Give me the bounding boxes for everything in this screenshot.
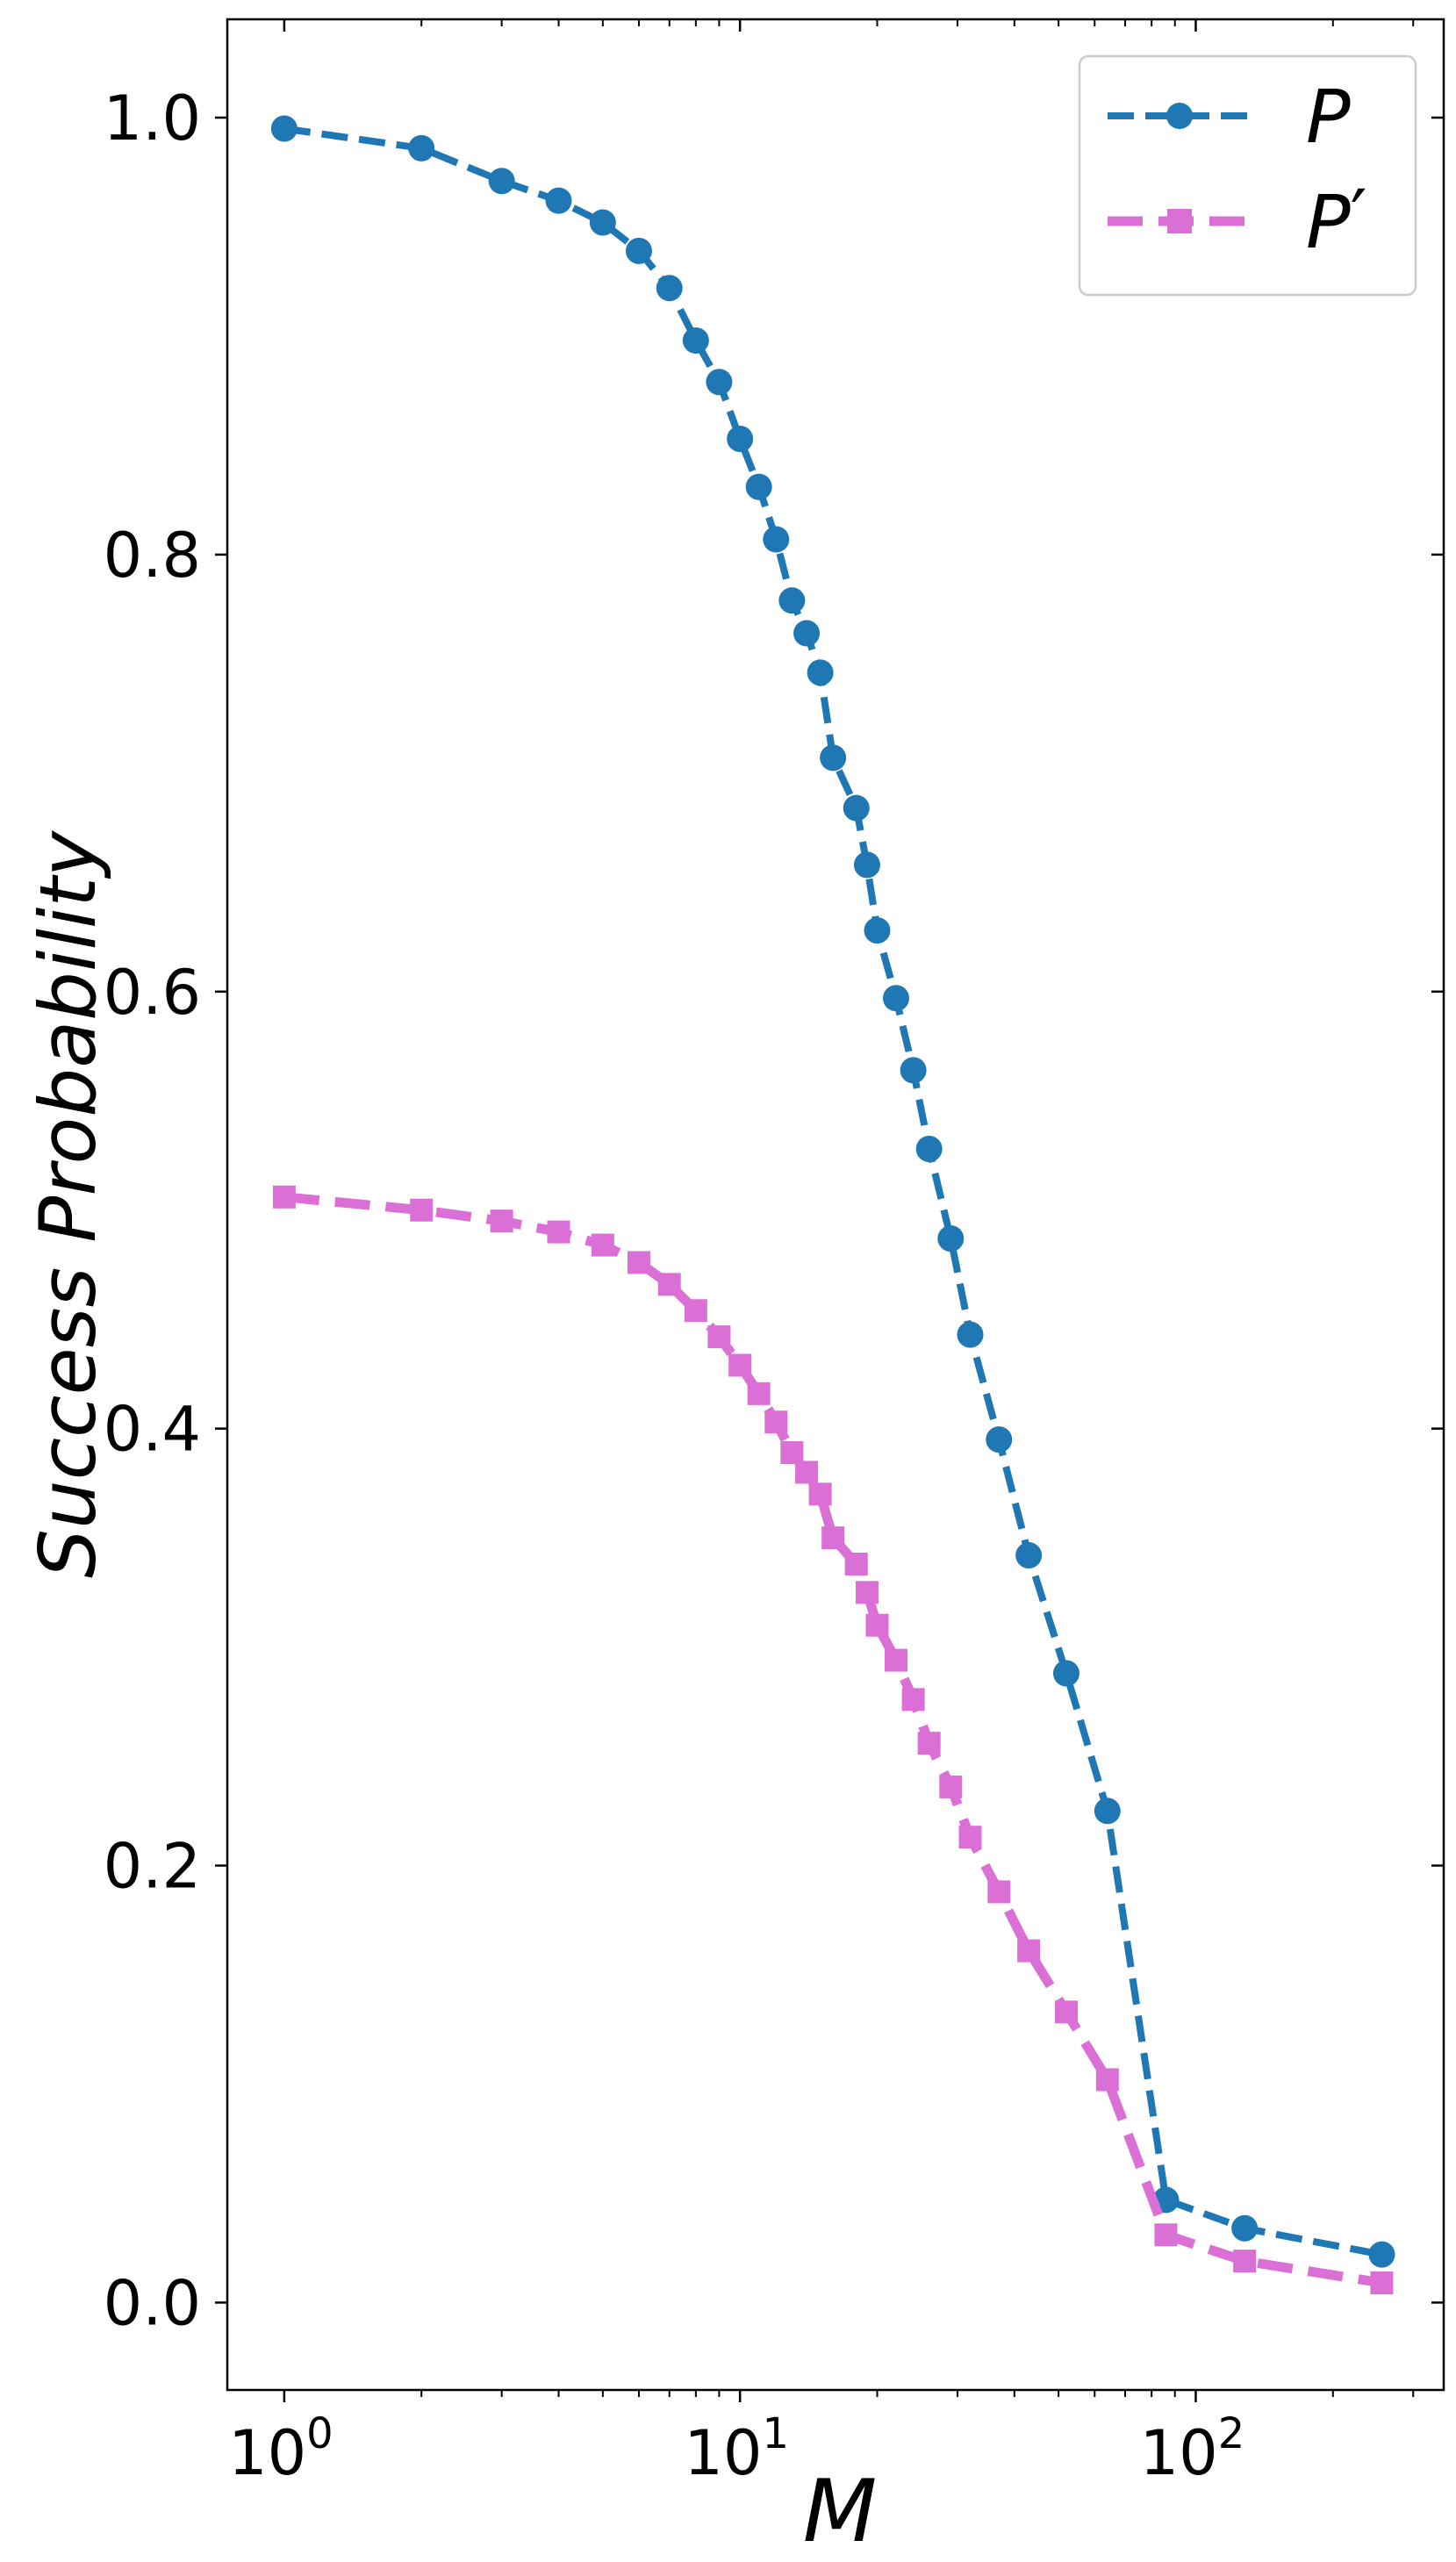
x-tick-label: 100 bbox=[228, 2409, 334, 2489]
data-point bbox=[884, 1648, 907, 1672]
data-point bbox=[625, 237, 652, 264]
plot-frame bbox=[226, 18, 1445, 2392]
data-point bbox=[1017, 1939, 1041, 1963]
data-point bbox=[1154, 2223, 1178, 2247]
y-tick-label: 1.0 bbox=[104, 83, 201, 154]
data-point bbox=[882, 985, 909, 1012]
data-point bbox=[589, 209, 616, 236]
data-point bbox=[958, 1826, 982, 1849]
data-point bbox=[1094, 1798, 1121, 1825]
data-point bbox=[656, 275, 683, 302]
data-point bbox=[1015, 1542, 1043, 1569]
data-point bbox=[853, 851, 880, 879]
data-point bbox=[793, 620, 821, 647]
legend-marker bbox=[1166, 103, 1193, 129]
data-point bbox=[917, 1732, 941, 1755]
y-tick-label: 0.4 bbox=[104, 1394, 201, 1466]
data-point bbox=[1054, 2000, 1078, 2024]
legend-entry: P bbox=[1108, 74, 1351, 160]
data-point bbox=[728, 1353, 752, 1377]
data-point bbox=[808, 1482, 832, 1506]
data-point bbox=[591, 1233, 614, 1257]
data-point bbox=[821, 1526, 845, 1550]
data-point bbox=[987, 1880, 1011, 1904]
legend: P P′ bbox=[1078, 54, 1417, 297]
data-point bbox=[901, 1688, 925, 1712]
data-point bbox=[778, 587, 806, 614]
data-point bbox=[864, 917, 891, 944]
data-point bbox=[747, 1381, 771, 1405]
legend-entry: P′ bbox=[1108, 174, 1367, 265]
data-point bbox=[763, 526, 790, 553]
legend-label: P bbox=[1306, 74, 1351, 160]
x-tick-base: 10 bbox=[228, 2417, 306, 2489]
data-point bbox=[272, 1185, 296, 1209]
data-point bbox=[1052, 1660, 1079, 1687]
y-axis-label: Success Probability bbox=[23, 829, 113, 1578]
x-tick-label: 101 bbox=[684, 2409, 789, 2489]
data-point bbox=[855, 1581, 879, 1604]
x-tick-exponent: 0 bbox=[306, 2409, 334, 2458]
data-point bbox=[807, 659, 834, 686]
y-tick-label: 0.8 bbox=[104, 520, 201, 592]
data-point bbox=[657, 1273, 681, 1296]
data-point bbox=[682, 327, 709, 354]
data-point bbox=[270, 115, 298, 142]
data-point bbox=[1368, 2241, 1395, 2268]
data-point bbox=[915, 1136, 943, 1163]
data-point bbox=[408, 134, 435, 161]
x-tick-base: 10 bbox=[684, 2417, 762, 2489]
y-tick-label: 0.6 bbox=[104, 957, 201, 1029]
data-point bbox=[957, 1321, 984, 1348]
data-point bbox=[488, 168, 515, 195]
data-point bbox=[820, 744, 847, 771]
x-axis-label: M bbox=[803, 2462, 878, 2562]
x-tick-base: 10 bbox=[1140, 2417, 1218, 2489]
data-point bbox=[627, 1251, 650, 1274]
data-point bbox=[410, 1198, 434, 1222]
series-p bbox=[270, 115, 1395, 2268]
legend-marker bbox=[1167, 209, 1192, 233]
data-point bbox=[547, 1220, 570, 1244]
data-point bbox=[1370, 2271, 1394, 2295]
data-point bbox=[706, 369, 733, 396]
legend-label: P′ bbox=[1306, 174, 1367, 265]
data-point bbox=[900, 1057, 927, 1084]
data-point bbox=[1233, 2250, 1257, 2273]
x-tick-label: 102 bbox=[1140, 2409, 1245, 2489]
data-point bbox=[490, 1209, 513, 1233]
x-tick-exponent: 1 bbox=[762, 2409, 789, 2458]
x-tick-exponent: 2 bbox=[1218, 2409, 1245, 2458]
data-point bbox=[684, 1299, 707, 1323]
y-tick-label: 0.0 bbox=[104, 2267, 201, 2339]
data-point bbox=[764, 1410, 788, 1434]
data-point bbox=[780, 1441, 804, 1465]
y-tick-label: 0.2 bbox=[104, 1831, 201, 1903]
data-point bbox=[937, 1225, 965, 1252]
data-point bbox=[1095, 2068, 1119, 2092]
data-point bbox=[707, 1325, 731, 1349]
data-point bbox=[865, 1613, 889, 1637]
data-point bbox=[844, 1553, 868, 1576]
series-p-prime bbox=[272, 1185, 1394, 2295]
data-point bbox=[745, 473, 772, 500]
data-point bbox=[843, 794, 870, 822]
series-layer bbox=[270, 115, 1395, 2295]
data-point bbox=[795, 1460, 819, 1484]
data-point bbox=[939, 1775, 963, 1798]
data-point bbox=[1231, 2214, 1259, 2242]
data-point bbox=[545, 187, 572, 214]
data-point bbox=[986, 1426, 1013, 1453]
data-point bbox=[727, 425, 754, 452]
